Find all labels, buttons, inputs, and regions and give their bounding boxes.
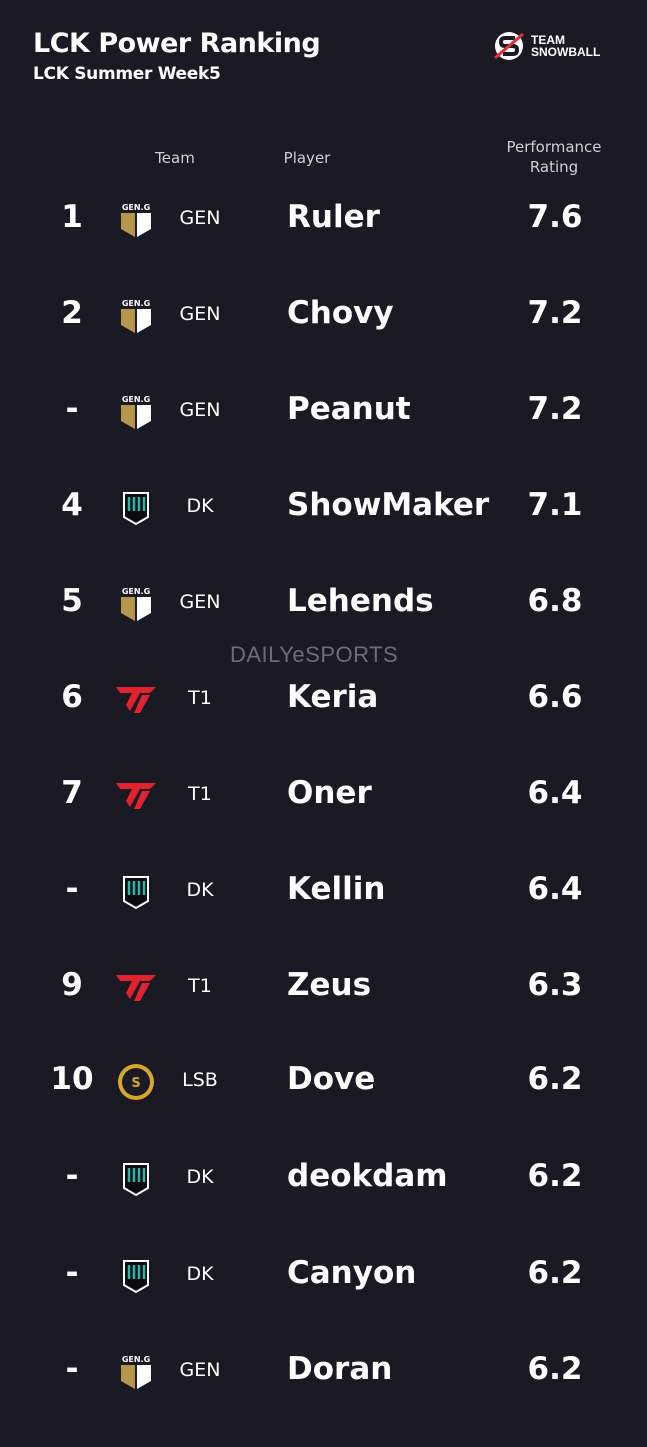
player-name: Zeus [287,967,372,1003]
svg-text:GEN.G: GEN.G [122,1355,150,1364]
performance-rating: 6.2 [527,1255,583,1291]
team-abbr: DK [186,1166,214,1188]
player-name: Lehends [287,583,434,619]
ranking-row: - GEN.G GEN Peanut 7.2 [0,381,647,441]
rank: 5 [61,583,83,619]
team-abbr: DK [186,495,214,517]
gen-logo-icon: GEN.G [116,297,156,335]
performance-rating: 6.2 [527,1351,583,1387]
ranking-row: 5 GEN.G GEN Lehends 6.8 [0,573,647,633]
ranking-row: - DK deokdam 6.2 [0,1148,647,1208]
team-abbr: GEN [179,303,221,325]
dk-logo-icon [116,1160,156,1198]
rank: - [65,871,79,907]
rating-header-line2: Rating [529,158,579,176]
ranking-row: - GEN.G GEN Doran 6.2 [0,1341,647,1401]
performance-rating: 6.2 [527,1061,583,1097]
player-name: Peanut [287,391,411,427]
performance-rating: 7.6 [527,199,583,235]
performance-rating: 6.2 [527,1158,583,1194]
t1-logo-icon [116,777,156,815]
column-header-rating: Performance Rating [490,137,618,177]
performance-rating: 7.2 [527,295,583,331]
column-header-team: Team [155,149,195,167]
dk-logo-icon [116,873,156,911]
team-abbr: T1 [188,687,212,709]
rank: 7 [61,775,83,811]
performance-rating: 7.2 [527,391,583,427]
performance-rating: 6.8 [527,583,583,619]
page-title: LCK Power Ranking [33,28,321,59]
brand-line1: TEAM [531,33,565,47]
rank: 2 [61,295,83,331]
player-name: Doran [287,1351,393,1387]
column-header-player: Player [283,149,331,167]
player-name: Ruler [287,199,380,235]
ranking-row: 7 T1 Oner 6.4 [0,765,647,825]
svg-text:GEN.G: GEN.G [122,395,150,404]
dailyesports-watermark: DAILYeSPORTS [230,642,399,667]
rank: - [65,391,79,427]
rank: - [65,1351,79,1387]
svg-text:GEN.G: GEN.G [122,203,150,212]
player-name: deokdam [287,1158,448,1194]
dk-logo-icon [116,489,156,527]
performance-rating: 6.6 [527,679,583,715]
rank: 9 [61,967,83,1003]
svg-text:S: S [131,1076,140,1091]
rank: - [65,1158,79,1194]
t1-logo-icon [116,681,156,719]
team-abbr: DK [186,1263,214,1285]
team-abbr: T1 [188,975,212,997]
ranking-row: 10 S LSB Dove 6.2 [0,1051,647,1111]
team-abbr: GEN [179,207,221,229]
gen-logo-icon: GEN.G [116,201,156,239]
page-subtitle: LCK Summer Week5 [33,64,221,84]
svg-text:GEN.G: GEN.G [122,299,150,308]
ranking-row: 1 GEN.G GEN Ruler 7.6 [0,189,647,249]
t1-logo-icon [116,969,156,1007]
ranking-row: - DK Canyon 6.2 [0,1245,647,1305]
dk-logo-icon [116,1257,156,1295]
performance-rating: 6.4 [527,775,583,811]
rank: 6 [61,679,83,715]
gen-logo-icon: GEN.G [116,393,156,431]
performance-rating: 7.1 [527,487,583,523]
team-abbr: DK [186,879,214,901]
ranking-row: 4 DK ShowMaker 7.1 [0,477,647,537]
lsb-logo-icon: S [116,1063,156,1101]
team-abbr: LSB [182,1069,218,1091]
team-snowball-logo: TEAM SNOWBALL [493,30,600,62]
brand-line2: SNOWBALL [531,45,601,59]
player-name: Dove [287,1061,376,1097]
rank: 4 [61,487,83,523]
ranking-row: 9 T1 Zeus 6.3 [0,957,647,1017]
ranking-row: 2 GEN.G GEN Chovy 7.2 [0,285,647,345]
player-name: Chovy [287,295,394,331]
gen-logo-icon: GEN.G [116,1353,156,1391]
rating-header-line1: Performance [506,138,602,156]
rank: 1 [61,199,83,235]
team-abbr: GEN [179,1359,221,1381]
player-name: ShowMaker [287,487,490,523]
player-name: Oner [287,775,372,811]
snowball-icon [493,30,525,62]
rank: - [65,1255,79,1291]
rank: 10 [50,1061,94,1097]
player-name: Keria [287,679,379,715]
svg-text:GEN.G: GEN.G [122,587,150,596]
performance-rating: 6.3 [527,967,583,1003]
performance-rating: 6.4 [527,871,583,907]
team-abbr: GEN [179,399,221,421]
gen-logo-icon: GEN.G [116,585,156,623]
ranking-row: - DK Kellin 6.4 [0,861,647,921]
player-name: Kellin [287,871,386,907]
player-name: Canyon [287,1255,417,1291]
team-abbr: T1 [188,783,212,805]
team-abbr: GEN [179,591,221,613]
ranking-row: 6 T1 Keria 6.6 [0,669,647,729]
